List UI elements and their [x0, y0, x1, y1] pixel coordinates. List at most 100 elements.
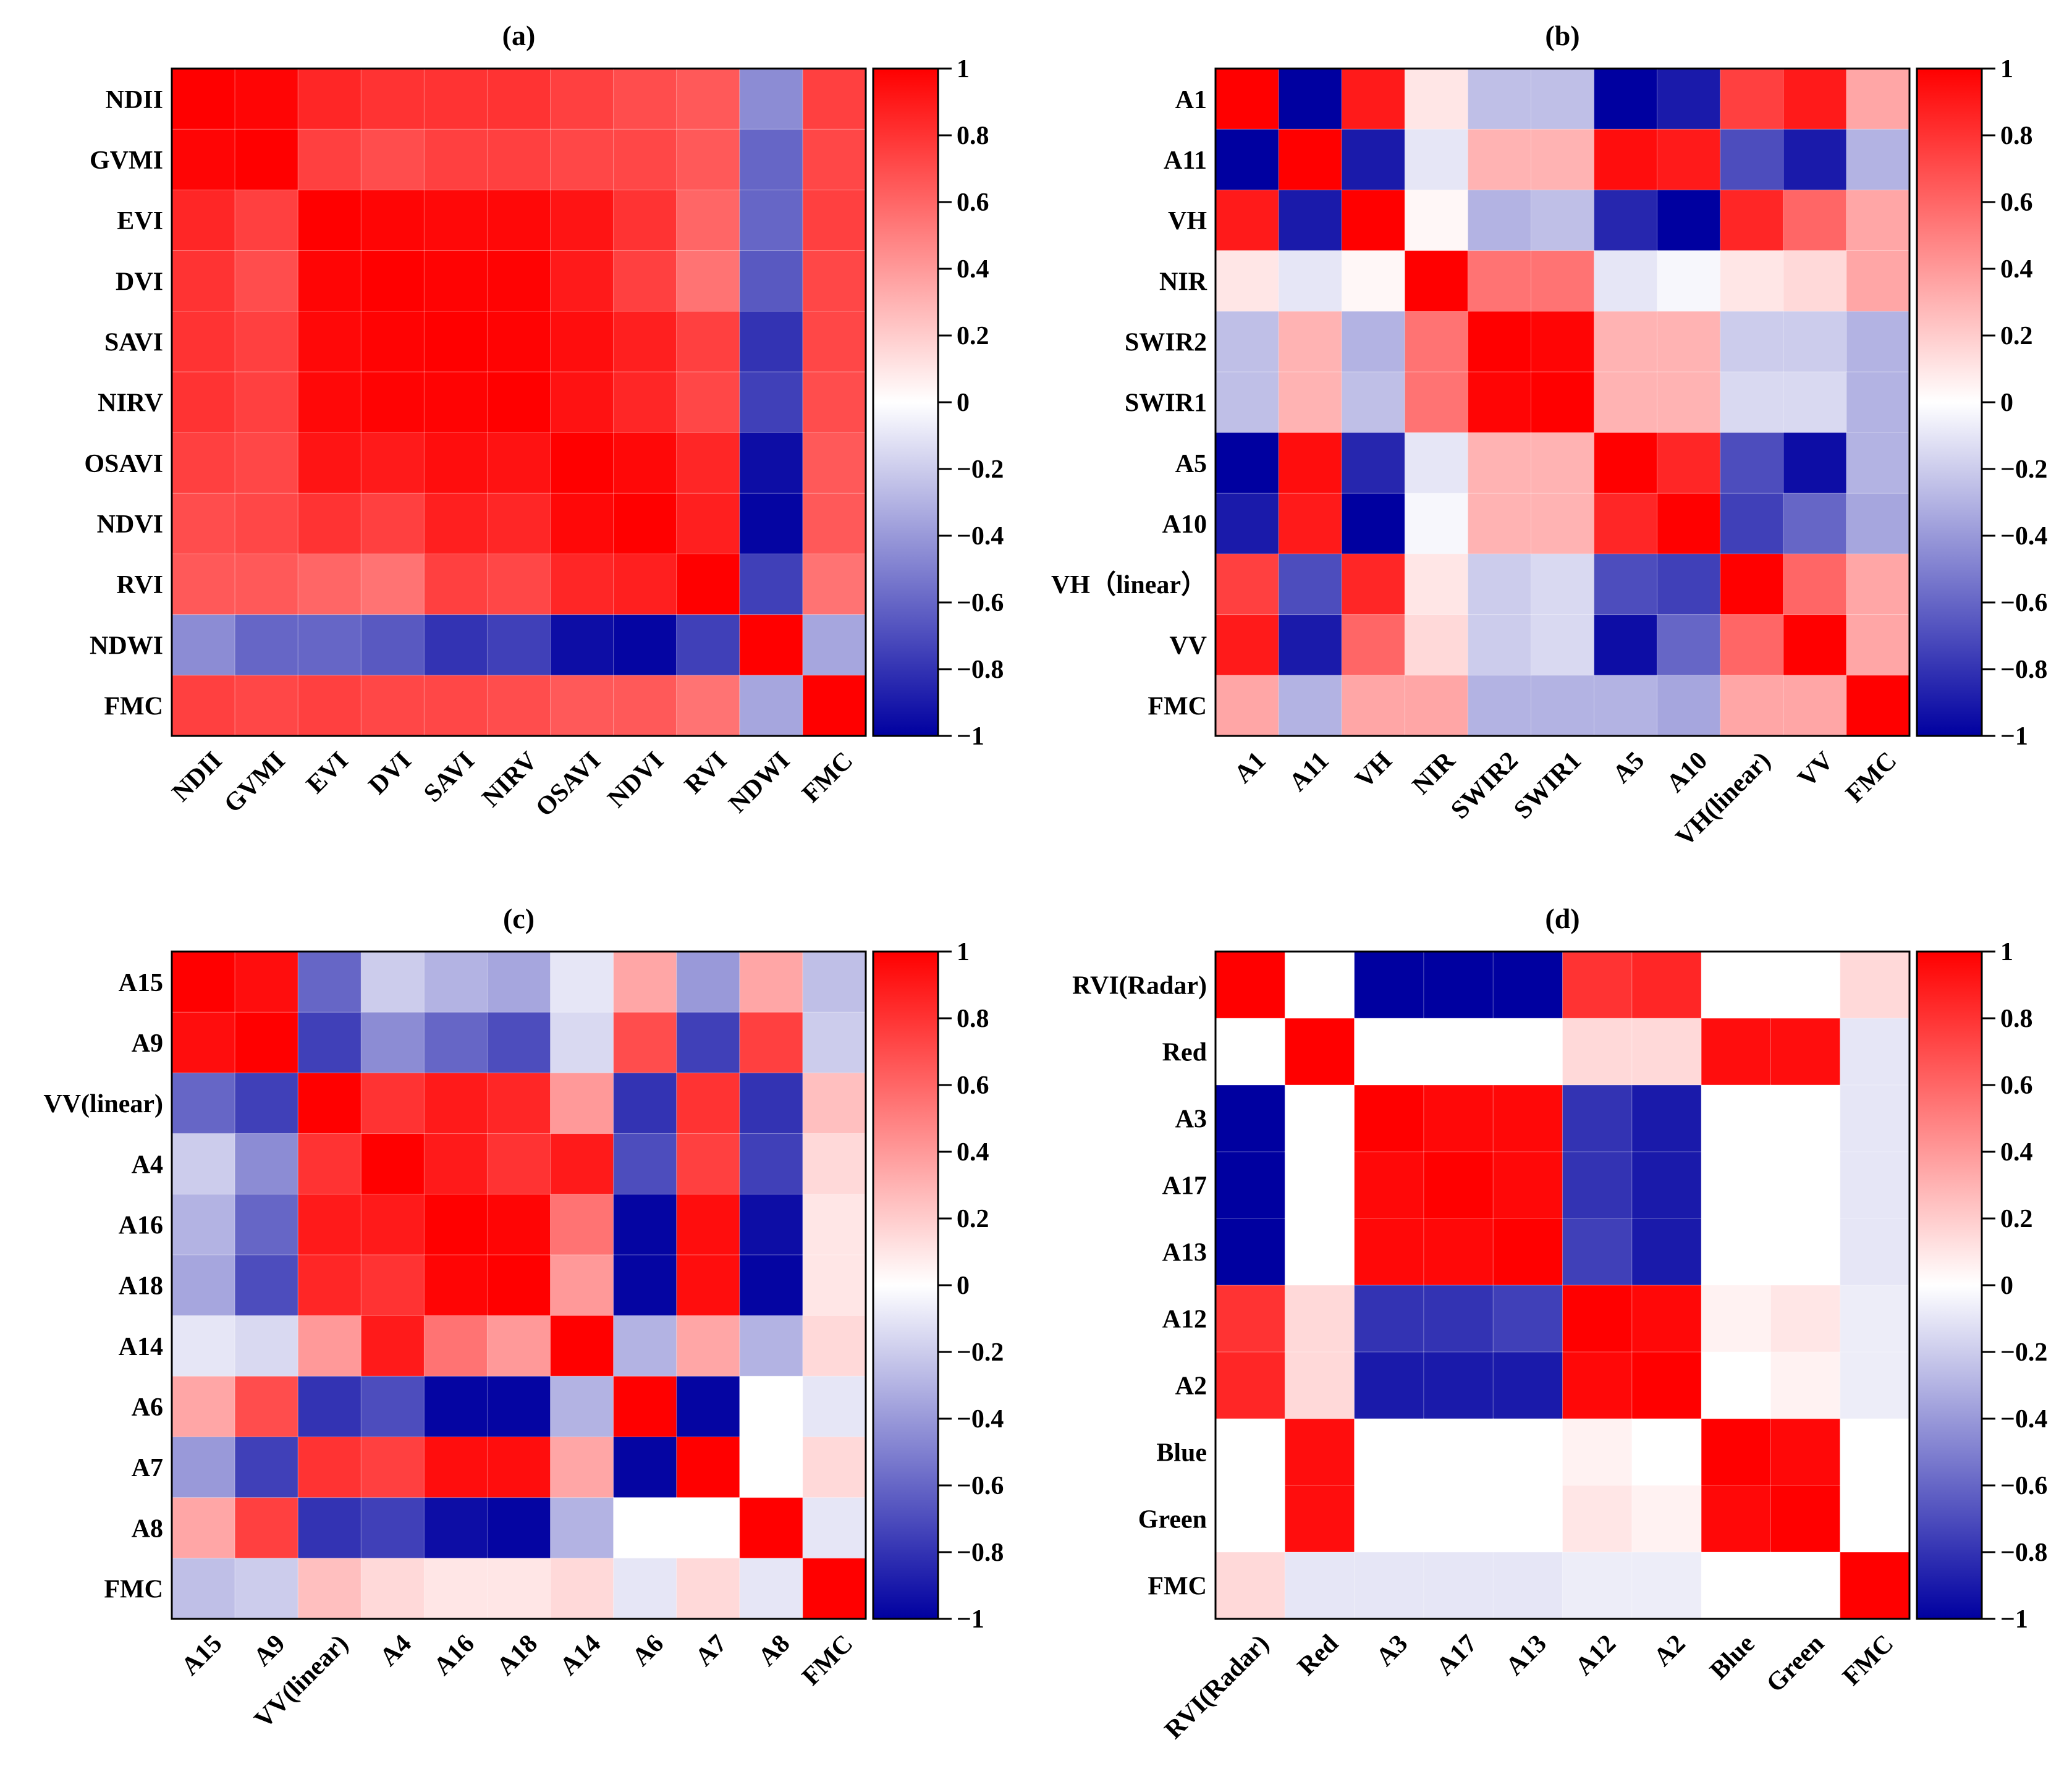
heatmap-cell [486, 1436, 551, 1498]
heatmap-cell [739, 1194, 803, 1256]
heatmap-cell [1467, 129, 1532, 191]
heatmap-cell [1840, 1151, 1910, 1219]
heatmap-cell [1846, 492, 1911, 555]
heatmap-cell [1467, 371, 1532, 434]
heatmap-cell [1467, 614, 1532, 676]
heatmap-cell [676, 675, 740, 737]
heatmap-cell [486, 371, 551, 434]
heatmap-cell [1354, 1018, 1424, 1086]
heatmap-cell [1284, 1151, 1355, 1219]
heatmap-cell [423, 1194, 488, 1256]
heatmap-cell [486, 311, 551, 373]
heatmap-cell [676, 1436, 740, 1498]
heatmap-frame [171, 67, 867, 737]
heatmap-cell [360, 492, 425, 555]
heatmap-cell [1846, 129, 1911, 191]
heatmap-cell [1846, 189, 1911, 251]
heatmap-cell [550, 250, 614, 312]
heatmap-cell [1840, 951, 1910, 1019]
heatmap-cell [1657, 129, 1721, 191]
heatmap-cell [171, 311, 236, 373]
heatmap-cell [1846, 250, 1911, 312]
heatmap-cell [802, 371, 866, 434]
colorbar-tick-label: −0.2 [2000, 455, 2047, 484]
heatmap-cell [739, 250, 803, 312]
heatmap-cell [1562, 1552, 1633, 1619]
heatmap-cell [1215, 250, 1280, 312]
heatmap-cell [1423, 1285, 1494, 1353]
heatmap-cell [1404, 371, 1469, 434]
heatmap-cell [1562, 1485, 1633, 1553]
heatmap-cell [486, 1072, 551, 1134]
heatmap-cell [234, 1072, 299, 1134]
heatmap-cell [1770, 1418, 1841, 1486]
heatmap-cell [297, 1436, 362, 1498]
heatmap-cell [1631, 1084, 1702, 1152]
heatmap-cell [234, 553, 299, 615]
heatmap-cell [234, 1375, 299, 1438]
heatmap-cell [1562, 1218, 1633, 1286]
heatmap-cell [1278, 189, 1343, 251]
heatmap-cell [802, 1375, 866, 1438]
heatmap-cell [613, 951, 677, 1013]
col-tick-label: A11 [1284, 746, 1335, 797]
heatmap-cell [1467, 432, 1532, 494]
heatmap-cell [1783, 432, 1847, 494]
heatmap-cell [1404, 492, 1469, 555]
heatmap-cell [1467, 68, 1532, 130]
heatmap-cell [802, 311, 866, 373]
heatmap-cell [1215, 1151, 1286, 1219]
colorbar-tick-label: 1 [957, 55, 970, 83]
row-tick-label: A18 [119, 1272, 163, 1301]
heatmap-cell [802, 189, 866, 251]
heatmap-cell [1594, 614, 1658, 676]
colorbar-tick-label: 0.2 [957, 322, 989, 350]
heatmap-cell [1467, 553, 1532, 615]
heatmap-cell [297, 553, 362, 615]
col-tick-label: SWIR1 [1508, 746, 1587, 825]
heatmap-cell [1720, 492, 1784, 555]
heatmap-cell [1720, 129, 1784, 191]
heatmap-cell [1215, 1418, 1286, 1486]
heatmap-cell [486, 1558, 551, 1619]
col-tick-label: A15 [176, 1629, 228, 1681]
heatmap-cell [676, 1072, 740, 1134]
heatmap-cell [423, 1072, 488, 1134]
colorbar [872, 950, 939, 1620]
heatmap-cell [1278, 492, 1343, 555]
heatmap-cell [1783, 311, 1847, 373]
heatmap-cell [1215, 311, 1280, 373]
heatmap-cell [739, 1436, 803, 1498]
heatmap-cell [1215, 553, 1280, 615]
heatmap-cell [1423, 1351, 1494, 1419]
colorbar-tick-label: −0.8 [2000, 1539, 2047, 1567]
col-tick-label: A2 [1649, 1629, 1691, 1672]
heatmap-cell [486, 1375, 551, 1438]
heatmap-cell [802, 1254, 866, 1317]
heatmap-cell [1404, 250, 1469, 312]
heatmap-cell [360, 1011, 425, 1074]
heatmap-cell [739, 675, 803, 737]
heatmap-cell [423, 1133, 488, 1195]
heatmap-cell [613, 1375, 677, 1438]
row-tick-label: NDWI [90, 631, 163, 660]
heatmap-cell [171, 129, 236, 191]
col-tick-label: A12 [1570, 1629, 1622, 1681]
row-tick-label: A10 [1162, 510, 1207, 539]
heatmap-cell [1530, 129, 1595, 191]
heatmap-cell [1594, 68, 1658, 130]
heatmap-cell [1594, 492, 1658, 555]
row-tick-label: VV(linear) [43, 1090, 163, 1118]
colorbar-tick-label: −0.6 [957, 1472, 1004, 1500]
heatmap-cell [1423, 1018, 1494, 1086]
heatmap-cell [1492, 1552, 1563, 1619]
heatmap-cell [739, 1375, 803, 1438]
heatmap-cell [1284, 1018, 1355, 1086]
row-tick-label: A9 [132, 1029, 163, 1058]
heatmap-cell [802, 1436, 866, 1498]
heatmap-cell [360, 614, 425, 676]
heatmap-cell [360, 311, 425, 373]
heatmap-cell [1846, 68, 1911, 130]
heatmap-cell [1284, 1418, 1355, 1486]
heatmap-cell [676, 553, 740, 615]
